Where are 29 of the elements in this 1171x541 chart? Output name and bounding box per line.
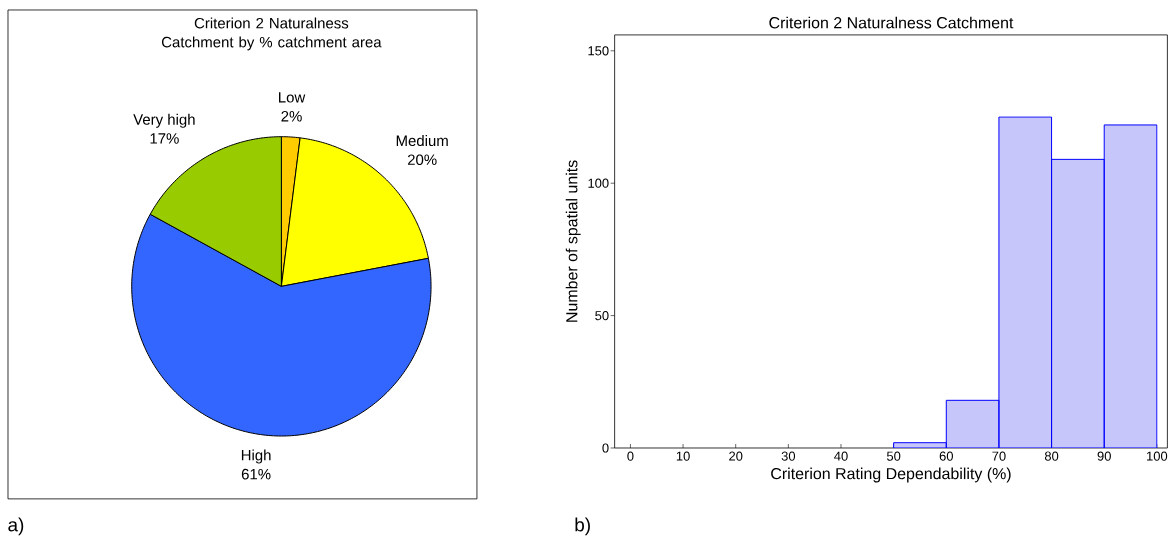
x-tick-label: 60 [939, 451, 953, 461]
x-tick-label: 10 [676, 451, 690, 461]
y-axis-title: Number of spatial units [565, 160, 581, 322]
chart-title: Criterion 2 Naturalness Catchment by % catchment area [161, 17, 382, 51]
x-tick-label: 90 [1097, 451, 1111, 461]
x-tick-label: 20 [729, 451, 743, 461]
x-tick-label: 80 [1044, 451, 1059, 461]
data-label: 2% [281, 111, 302, 122]
slice-label: Low [279, 92, 306, 103]
data-label: 61% [241, 468, 271, 480]
data-label: 20% [407, 154, 437, 166]
chart-title: Criterion 2 Naturalness Catchment [769, 16, 1014, 29]
x-tick-label: 50 [886, 451, 901, 461]
slice-label: Very high [133, 113, 195, 128]
y-tick-label: 150 [588, 46, 609, 56]
text: b) [575, 517, 590, 536]
y-tick-label: 0 [602, 443, 609, 453]
x-tick-label: 30 [781, 451, 796, 461]
x-axis-title: Criterion Rating Dependability (%) [771, 467, 1011, 483]
x-tick-label: 100 [1147, 451, 1168, 461]
slice-label: High [241, 449, 271, 464]
x-tick-label: 0 [627, 451, 634, 461]
y-tick-label: 100 [588, 178, 609, 188]
slice-label: Medium [396, 135, 448, 147]
y-tick-label: 50 [595, 311, 609, 321]
x-tick-label: 40 [834, 451, 848, 461]
data-label: 17% [150, 133, 179, 144]
x-tick-label: 70 [992, 451, 1006, 461]
text: a) [8, 517, 24, 536]
